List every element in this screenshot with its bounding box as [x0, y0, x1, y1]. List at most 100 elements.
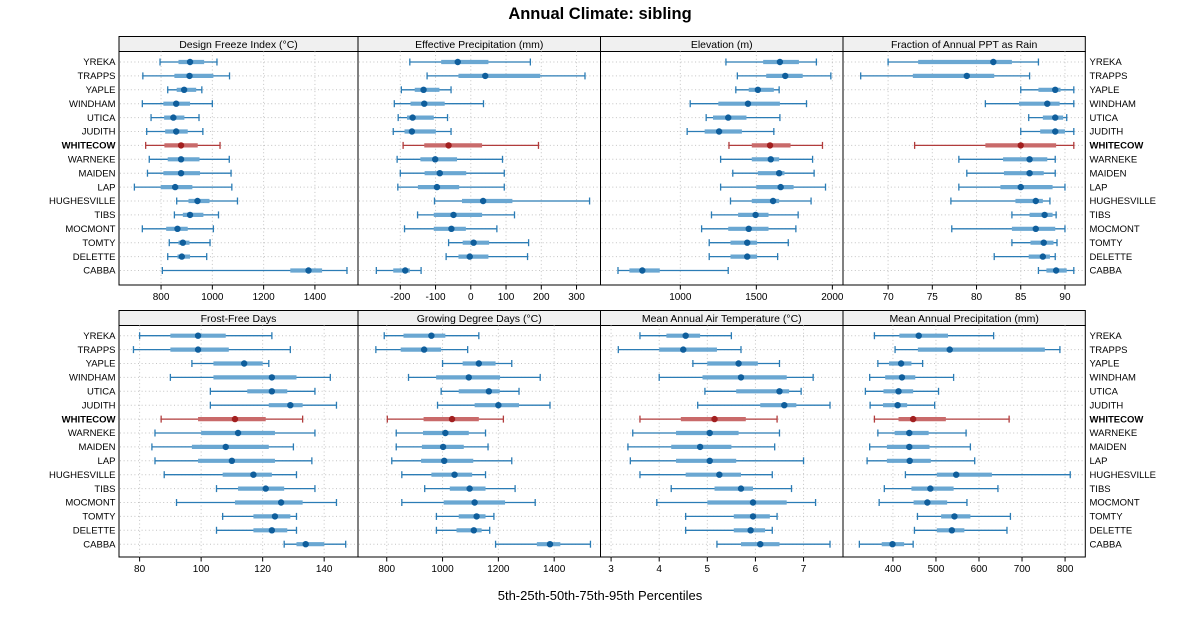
row-label-right-judith: JUDITH: [1090, 127, 1124, 138]
row-label-left-maiden: MAIDEN: [79, 442, 116, 453]
station-series-tibs: [1011, 211, 1057, 219]
station-series-maiden: [395, 443, 489, 451]
station-series-cabba: [617, 267, 729, 274]
station-series-maiden: [732, 169, 815, 177]
station-series-lap: [719, 183, 827, 191]
panel-frost-free-days: Frost-Free Days 80 100 120 140: [118, 310, 359, 575]
station-series-cabba: [716, 540, 831, 548]
median-dot: [287, 402, 294, 409]
median-dot: [909, 415, 917, 423]
median-dot: [747, 527, 754, 534]
median-dot: [924, 499, 931, 506]
median-dot: [906, 457, 913, 464]
median-dot: [420, 346, 428, 353]
median-dot: [250, 471, 257, 478]
station-series-delette: [708, 253, 779, 261]
median-dot: [194, 346, 202, 353]
median-dot: [1017, 183, 1024, 191]
panel-box: [600, 325, 844, 558]
station-series-tibs: [173, 211, 220, 219]
axis-tick-label: 75: [927, 292, 939, 303]
station-series-lap: [397, 183, 505, 191]
row-label-right-whitecow: WHITECOW: [1090, 141, 1144, 152]
median-dot: [777, 183, 784, 191]
station-series-utica: [705, 114, 781, 122]
station-series-tibs: [416, 211, 516, 219]
station-series-warneke: [958, 155, 1056, 163]
panel-strip-title: Fraction of Annual PPT as Rain: [891, 39, 1037, 51]
station-series-cabba: [494, 540, 592, 548]
axis-tick-label: 600: [971, 564, 988, 575]
row-label-left-tibs: TIBS: [94, 484, 115, 495]
station-series-maiden: [966, 169, 1056, 177]
row-label-right-lap: LAP: [1090, 456, 1108, 467]
median-dot: [782, 72, 789, 80]
station-series-yaple: [441, 360, 513, 367]
station-series-yreka: [725, 58, 818, 66]
station-series-delette: [167, 253, 208, 261]
axis-tick-label: 100: [193, 564, 210, 575]
station-series-yreka: [159, 58, 218, 66]
row-label-right-utica: UTICA: [1090, 113, 1119, 124]
row-label-left-judith: JUDITH: [82, 400, 116, 411]
median-dot: [170, 114, 177, 121]
station-series-windham: [658, 373, 814, 381]
row-label-right-delette: DELETTE: [1090, 252, 1133, 263]
median-dot: [706, 457, 713, 464]
row-label-left-windham: WINDHAM: [69, 99, 116, 110]
row-label-right-warneke: WARNEKE: [1090, 155, 1138, 166]
station-series-windham: [393, 100, 485, 108]
median-dot: [262, 485, 269, 492]
station-series-hughesville: [433, 197, 591, 205]
station-series-mocmont: [700, 225, 797, 233]
median-dot: [749, 513, 757, 520]
station-series-whitecow: [913, 141, 1075, 149]
row-label-right-utica: UTICA: [1090, 387, 1119, 398]
median-dot: [268, 388, 276, 395]
median-dot: [408, 128, 416, 135]
axis-tick-label: 120: [254, 564, 271, 575]
axis-tick-label: 80: [971, 292, 983, 303]
median-dot: [1026, 156, 1033, 163]
row-label-left-lap: LAP: [98, 456, 116, 467]
station-series-tibs: [883, 485, 999, 493]
median-dot: [744, 100, 752, 107]
axis-tick-label: 800: [153, 292, 170, 303]
row-label-right-mocmont: MOCMONT: [1090, 498, 1140, 509]
median-dot: [897, 360, 905, 367]
station-series-hughesville: [904, 471, 1071, 479]
panel-strip-title: Design Freeze Index (°C): [179, 39, 298, 51]
row-label-left-warneke: WARNEKE: [68, 428, 116, 439]
axis-tick-label: 500: [928, 564, 945, 575]
row-label-left-tomty: TOMTY: [82, 512, 116, 523]
station-series-tomty: [685, 512, 778, 520]
axis-tick-label: 4: [656, 564, 662, 575]
axis-tick-label: 80: [134, 564, 146, 575]
median-dot: [436, 170, 443, 177]
median-dot: [240, 360, 248, 367]
median-dot: [1032, 197, 1039, 205]
station-series-whitecow: [145, 141, 221, 149]
row-label-right-yaple: YAPLE: [1090, 85, 1120, 96]
station-series-trapps: [617, 346, 742, 354]
axis-tick-label: 800: [378, 564, 395, 575]
station-series-whitecow: [873, 415, 1010, 423]
median-dot: [466, 485, 473, 492]
station-series-judith: [1020, 128, 1075, 135]
axis-tick-label: 5: [705, 564, 711, 575]
panel-strip-title: Mean Annual Precipitation (mm): [889, 313, 1038, 325]
row-label-left-hughesville: HUGHESVILLE: [49, 196, 116, 207]
median-dot: [172, 128, 180, 135]
row-label-right-yreka: YREKA: [1090, 331, 1123, 342]
row-label-right-trapps: TRAPPS: [1090, 345, 1128, 356]
row-label-left-yreka: YREKA: [83, 331, 116, 342]
row-label-right-windham: WINDHAM: [1090, 99, 1137, 110]
station-series-trapps: [375, 346, 469, 354]
station-series-cabba: [858, 540, 914, 548]
median-dot: [439, 443, 447, 451]
row-label-right-maiden: MAIDEN: [1090, 442, 1127, 453]
row-label-right-tomty: TOMTY: [1090, 512, 1124, 523]
station-series-tomty: [222, 512, 298, 520]
median-dot: [277, 499, 285, 506]
